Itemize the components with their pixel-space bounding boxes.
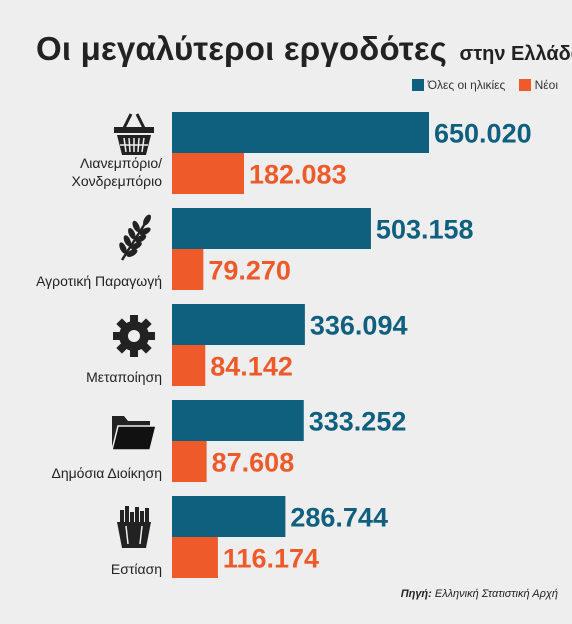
bar	[172, 153, 244, 194]
data-label: 116.174	[223, 544, 319, 574]
category-group: 286.744 116.174 Εστίαση	[111, 496, 388, 578]
category-group: 503.158 79.270 Αγροτική Παραγωγή	[36, 208, 474, 290]
gear-icon	[113, 315, 155, 357]
title-main: Οι μεγαλύτεροι εργοδότες	[36, 30, 448, 67]
data-label: 333.252	[309, 407, 407, 437]
data-label: 87.608	[212, 448, 295, 478]
bar	[172, 441, 207, 482]
bar	[172, 496, 286, 537]
bar	[172, 249, 204, 290]
wheat-icon	[119, 214, 151, 261]
category-label: Λιανεμπόριο/	[80, 155, 162, 171]
category-label: Δημόσια Διοίκηση	[51, 465, 162, 481]
legend-swatch-all-ages	[411, 79, 424, 91]
legend-swatch-young	[518, 79, 531, 91]
source-text: Ελληνική Στατιστική Αρχή	[434, 588, 558, 600]
legend: Όλες οι ηλικίες Νέοι	[402, 78, 558, 94]
data-label: 182.083	[249, 160, 347, 190]
bar	[172, 345, 206, 386]
folder-icon	[111, 416, 157, 451]
legend-label-young: Νέοι	[534, 78, 558, 92]
fries-icon	[117, 506, 151, 548]
bar	[172, 112, 429, 153]
bar	[172, 208, 371, 249]
data-label: 650.020	[434, 119, 532, 149]
category-label: Εστίαση	[111, 561, 162, 577]
category-group: 333.252 87.608 Δημόσια Διοίκηση	[51, 400, 406, 482]
legend-item-young: Νέοι	[518, 78, 558, 92]
legend-label-all-ages: Όλες οι ηλικίες	[427, 78, 506, 92]
bar	[172, 537, 218, 578]
source-label: Πηγή:	[400, 588, 432, 600]
title-subtitle: στην Ελλάδα	[459, 43, 572, 65]
category-group: 336.094 84.142 Μεταποίηση	[86, 304, 407, 386]
chart-title: Οι μεγαλύτεροι εργοδότες στην Ελλάδα	[36, 30, 572, 68]
category-label: Μεταποίηση	[86, 369, 162, 385]
category-group: 650.020 182.083 Λιανεμπόριο/Χονδρεμπόριο	[72, 112, 532, 194]
basket-icon	[114, 113, 154, 155]
source-note: Πηγή: Ελληνική Στατιστική Αρχή	[401, 588, 558, 600]
data-label: 79.270	[208, 256, 291, 286]
data-label: 336.094	[310, 311, 408, 341]
bar	[172, 304, 305, 345]
legend-item-all-ages: Όλες οι ηλικίες	[411, 78, 506, 92]
category-label: Χονδρεμπόριο	[72, 173, 163, 189]
data-label: 503.158	[376, 215, 474, 245]
data-label: 286.744	[290, 503, 388, 533]
data-label: 84.142	[210, 352, 293, 382]
bar	[172, 400, 304, 441]
category-label: Αγροτική Παραγωγή	[36, 273, 162, 289]
